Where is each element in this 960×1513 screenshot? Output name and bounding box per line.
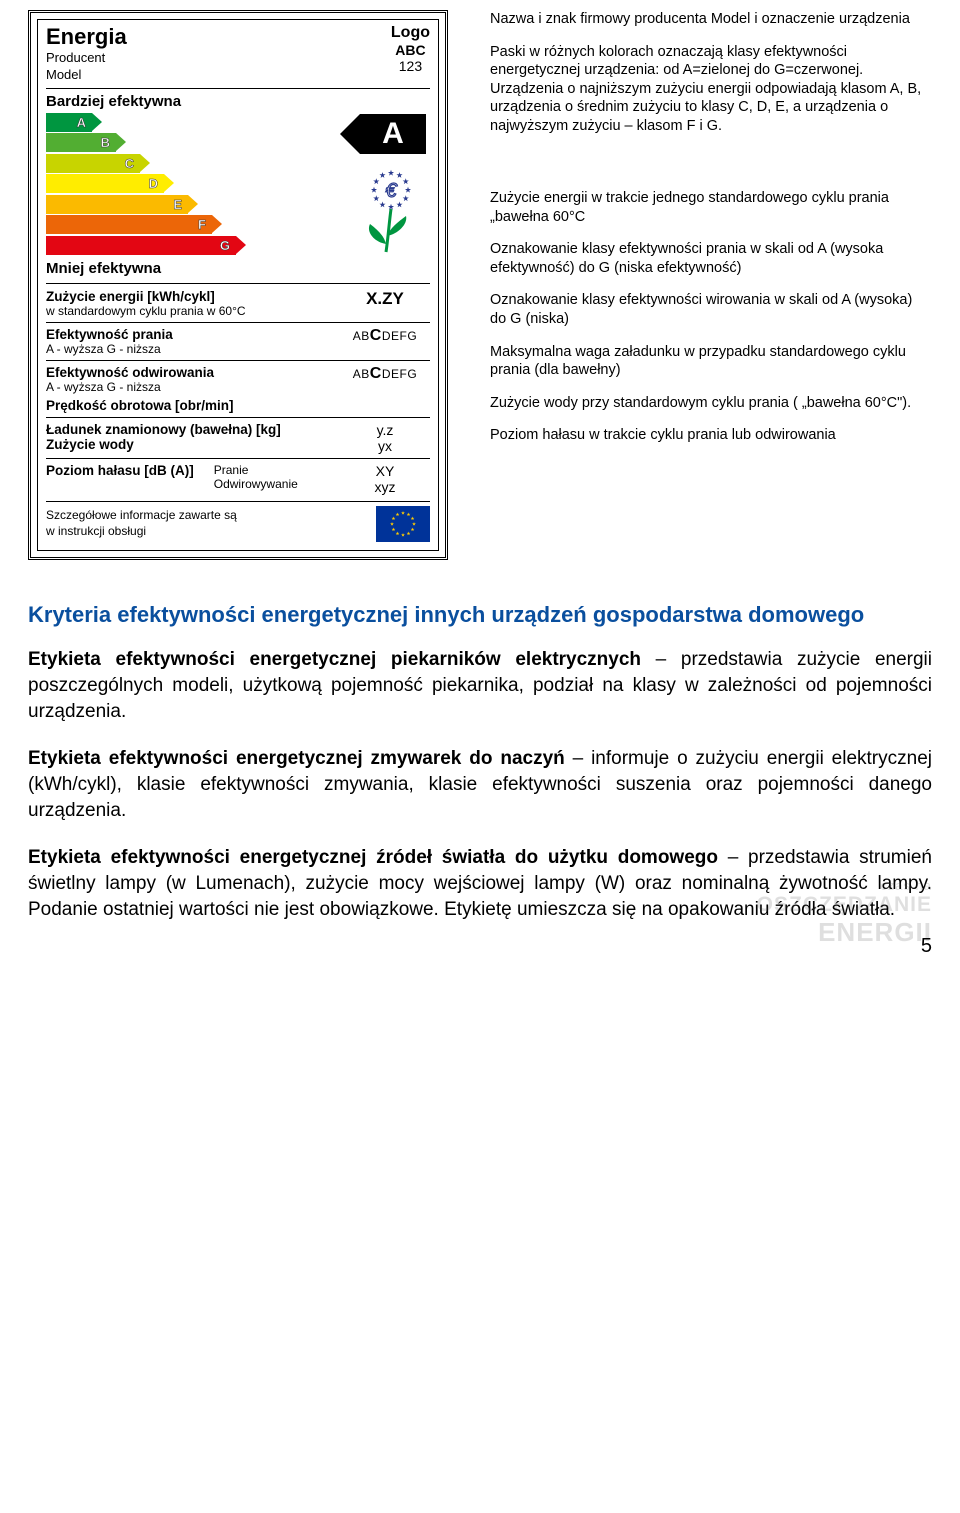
water-value: yx bbox=[340, 438, 430, 454]
noise-wash: Pranie bbox=[214, 463, 298, 477]
energy-label-card: Energia Producent Model Logo ABC 123 Bar… bbox=[28, 10, 448, 560]
para-3-lead: Etykieta efektywności energetycznej źród… bbox=[28, 847, 718, 868]
wash-eff-value: ABCDEFG bbox=[353, 329, 417, 343]
eu-flag-icon bbox=[376, 506, 430, 542]
efficiency-bars: ABCDEFG bbox=[46, 112, 348, 256]
para-1: Etykieta efektywności energetycznej piek… bbox=[28, 647, 932, 724]
desc-7: Zużycie wody przy standardowym cyklu pra… bbox=[490, 394, 932, 413]
footer-line1: Szczegółowe informacje zawarte są bbox=[46, 508, 237, 524]
load-value: y.z bbox=[340, 422, 430, 438]
wash-eff-title: Efektywność prania bbox=[46, 327, 340, 342]
class-badge-letter: A bbox=[382, 117, 404, 151]
energia-title: Energia bbox=[46, 24, 127, 50]
para-3: Etykieta efektywności energetycznej źród… bbox=[28, 845, 932, 922]
section-heading: Kryteria efektywności energetycznej inny… bbox=[28, 600, 932, 630]
noise-val1: XY bbox=[340, 463, 430, 479]
bar-C: C bbox=[46, 153, 348, 173]
bar-D: D bbox=[46, 174, 348, 194]
noise-val2: xyz bbox=[340, 479, 430, 495]
consumption-sub: w standardowym cyklu prania w 60°C bbox=[46, 304, 340, 318]
water-title: Zużycie wody bbox=[46, 437, 340, 452]
bar-G: G bbox=[46, 235, 348, 255]
label-header: Energia Producent Model Logo ABC 123 bbox=[46, 24, 430, 89]
bar-F: F bbox=[46, 215, 348, 235]
desc-3: Zużycie energii w trakcie jednego standa… bbox=[490, 189, 932, 226]
noise-title: Poziom hałasu [dB (A)] bbox=[46, 463, 194, 491]
para-2: Etykieta efektywności energetycznej zmyw… bbox=[28, 746, 932, 823]
logo-text: Logo bbox=[391, 24, 430, 42]
more-efficient-label: Bardziej efektywna bbox=[46, 93, 430, 110]
load-title: Ładunek znamionowy (bawełna) [kg] bbox=[46, 422, 340, 437]
noise-spin: Odwirowywanie bbox=[214, 477, 298, 491]
desc-2: Paski w różnych kolorach oznaczają klasy… bbox=[490, 43, 932, 136]
abc-text: ABC bbox=[391, 42, 430, 58]
para-1-lead: Etykieta efektywności energetycznej piek… bbox=[28, 649, 641, 670]
svg-text:€: € bbox=[385, 180, 397, 202]
body-text: Kryteria efektywności energetycznej inny… bbox=[28, 600, 932, 922]
desc-5: Oznakowanie klasy efektywności wirowania… bbox=[490, 291, 932, 328]
page-number: 5 bbox=[921, 935, 932, 958]
spin-speed-title: Prędkość obrotowa [obr/min] bbox=[46, 398, 340, 413]
desc-4: Oznakowanie klasy efektywności prania w … bbox=[490, 240, 932, 277]
wash-eff-sub: A - wyższa G - niższa bbox=[46, 342, 340, 356]
spin-eff-title: Efektywność odwirowania bbox=[46, 365, 340, 380]
bar-E: E bbox=[46, 194, 348, 214]
desc-1: Nazwa i znak firmowy producenta Model i … bbox=[490, 10, 932, 29]
producent-label: Producent bbox=[46, 50, 127, 67]
consumption-title: Zużycie energii [kWh/cykl] bbox=[46, 289, 340, 304]
desc-8: Poziom hałasu w trakcie cyklu prania lub… bbox=[490, 426, 932, 445]
n123-text: 123 bbox=[391, 58, 430, 74]
footer-line2: w instrukcji obsługi bbox=[46, 524, 237, 540]
class-badge: A bbox=[360, 114, 426, 154]
consumption-value: X.ZY bbox=[366, 289, 404, 308]
para-2-lead: Etykieta efektywności energetycznej zmyw… bbox=[28, 748, 565, 769]
eco-flower-icon: € bbox=[356, 164, 426, 254]
model-label: Model bbox=[46, 67, 127, 84]
bar-B: B bbox=[46, 133, 348, 153]
desc-6: Maksymalna waga załadunku w przypadku st… bbox=[490, 343, 932, 380]
bar-A: A bbox=[46, 112, 348, 132]
spin-eff-value: ABCDEFG bbox=[353, 367, 417, 381]
description-column: Nazwa i znak firmowy producenta Model i … bbox=[490, 10, 932, 560]
less-efficient-label: Mniej efektywna bbox=[46, 260, 430, 277]
spin-eff-sub: A - wyższa G - niższa bbox=[46, 380, 340, 394]
